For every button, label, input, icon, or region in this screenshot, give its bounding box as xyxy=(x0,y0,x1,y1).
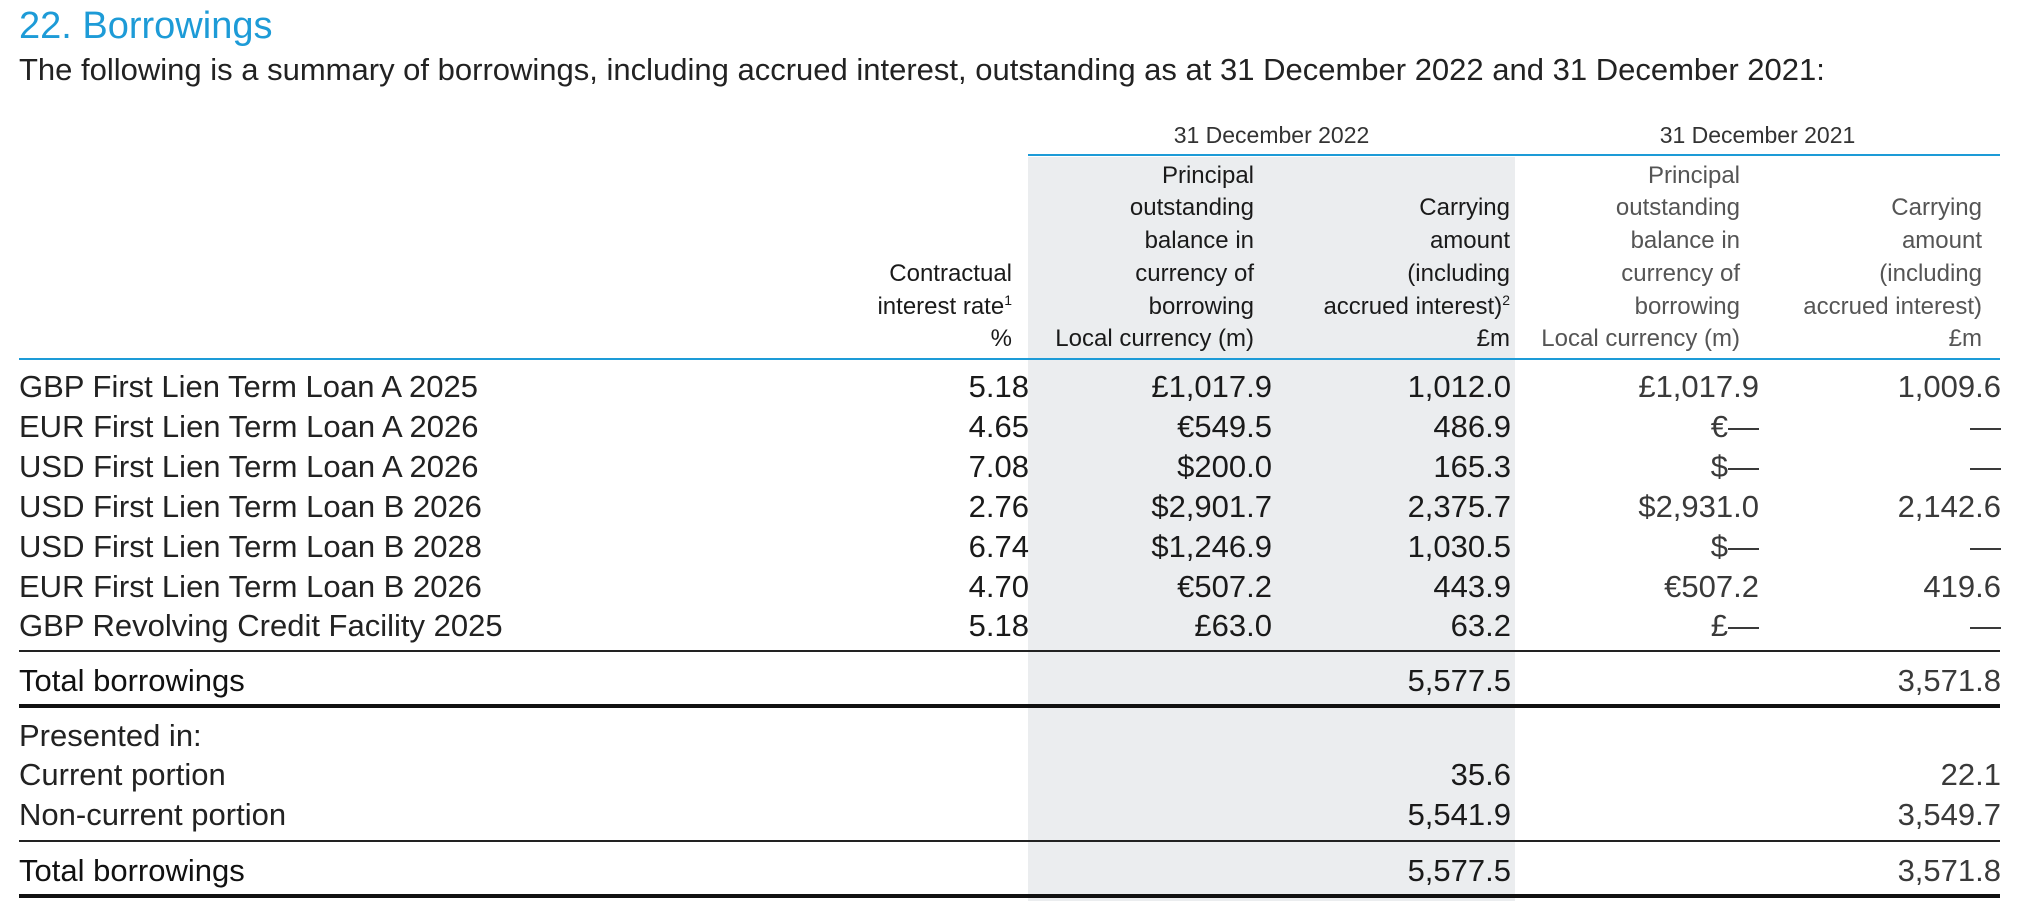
carrying-2021-value: — xyxy=(1970,529,2001,564)
interest-rate-value: 4.70 xyxy=(968,569,1029,604)
carrying-2022-value: 486.9 xyxy=(1433,409,1511,444)
table-row: EUR First Lien Term Loan B 2026 4.70 €50… xyxy=(19,567,2001,607)
period-header-2021: 31 December 2021 xyxy=(1659,122,1856,148)
total-carrying-2022: 5,577.5 xyxy=(1407,663,1511,698)
subtotal-top-rule xyxy=(19,650,2000,652)
carrying-2022-value: 165.3 xyxy=(1433,449,1511,484)
carrying-2021-value: 1,009.6 xyxy=(1897,369,2001,404)
total-carrying-2022: 5,577.5 xyxy=(1407,853,1511,888)
presented-in-heading-row: Presented in: xyxy=(19,716,2000,756)
carrying-2022-value: 35.6 xyxy=(1450,757,1511,792)
column-header-principal-2022: Principal outstanding balance in currenc… xyxy=(1055,161,1254,353)
current-year-column-shading xyxy=(1028,157,1515,901)
carrying-2022-value: 1,012.0 xyxy=(1407,369,1511,404)
carrying-2022-value: 2,375.7 xyxy=(1407,489,1511,524)
carrying-2021-value: 2,142.6 xyxy=(1897,489,2001,524)
row-label: USD First Lien Term Loan A 2026 xyxy=(19,449,479,484)
intro-text: The following is a summary of borrowings… xyxy=(19,52,1825,87)
table-row: USD First Lien Term Loan B 2026 2.76 $2,… xyxy=(19,487,2001,527)
column-header-carrying-2021: Carrying amount (including accrued inter… xyxy=(1803,194,1982,353)
total-label: Total borrowings xyxy=(19,853,245,888)
row-label: USD First Lien Term Loan B 2026 xyxy=(19,489,482,524)
carrying-2022-value: 443.9 xyxy=(1433,569,1511,604)
footnote-marker: 2 xyxy=(1502,291,1510,308)
carrying-2022-value: 63.2 xyxy=(1450,608,1511,643)
total-bottom-rule xyxy=(19,704,2000,708)
carrying-2022-value: 5,541.9 xyxy=(1407,797,1511,832)
principal-2022-value: £63.0 xyxy=(1194,608,1272,643)
interest-rate-value: 4.65 xyxy=(968,409,1029,444)
principal-2022-value: €507.2 xyxy=(1177,569,1272,604)
principal-2021-value: £— xyxy=(1710,608,1759,643)
table-row: GBP Revolving Credit Facility 2025 5.18 … xyxy=(19,606,2001,646)
header-rule xyxy=(19,358,2000,360)
principal-2021-value: $— xyxy=(1710,449,1759,484)
table-row: USD First Lien Term Loan B 2028 6.74 $1,… xyxy=(19,527,2001,567)
total-bottom-rule xyxy=(19,894,2000,898)
interest-rate-value: 5.18 xyxy=(968,608,1029,643)
principal-2022-value: $200.0 xyxy=(1177,449,1272,484)
principal-2021-value: $2,931.0 xyxy=(1638,489,1759,524)
row-label: Current portion xyxy=(19,757,226,792)
interest-rate-value: 7.08 xyxy=(968,449,1029,484)
carrying-2021-value: 3,549.7 xyxy=(1897,797,2001,832)
carrying-2021-value: — xyxy=(1970,608,2001,643)
section-title: 22. Borrowings xyxy=(19,5,273,47)
principal-2022-value: $1,246.9 xyxy=(1151,529,1272,564)
carrying-2021-value: 22.1 xyxy=(1940,757,2001,792)
subtotal-top-rule xyxy=(19,840,2000,842)
column-header-carrying-2022: Carrying amount (including accrued inter… xyxy=(1323,194,1510,353)
table-row: GBP First Lien Term Loan A 2025 5.18 £1,… xyxy=(19,367,2001,407)
carrying-2021-value: — xyxy=(1970,449,2001,484)
row-label: EUR First Lien Term Loan B 2026 xyxy=(19,569,482,604)
column-header-principal-2021: Principal outstanding balance in currenc… xyxy=(1541,161,1740,353)
row-label: EUR First Lien Term Loan A 2026 xyxy=(19,409,479,444)
principal-2021-value: €— xyxy=(1710,409,1759,444)
total-row: Total borrowings 5,577.5 3,571.8 xyxy=(19,661,2001,701)
presented-in-heading: Presented in: xyxy=(19,718,202,753)
total-carrying-2021: 3,571.8 xyxy=(1897,853,2001,888)
principal-2022-value: £1,017.9 xyxy=(1151,369,1272,404)
table-row: Current portion 35.6 22.1 xyxy=(19,755,2001,795)
principal-2022-value: €549.5 xyxy=(1177,409,1272,444)
interest-rate-value: 5.18 xyxy=(968,369,1029,404)
total-row: Total borrowings 5,577.5 3,571.8 xyxy=(19,851,2001,891)
row-label: Non-current portion xyxy=(19,797,287,832)
interest-rate-value: 6.74 xyxy=(968,529,1029,564)
column-header-interest-rate: Contractual interest rate1 % xyxy=(877,259,1012,353)
row-label: GBP First Lien Term Loan A 2025 xyxy=(19,369,478,404)
principal-2022-value: $2,901.7 xyxy=(1151,489,1272,524)
period-header-2022: 31 December 2022 xyxy=(1173,122,1370,148)
principal-2021-value: €507.2 xyxy=(1664,569,1759,604)
row-label: GBP Revolving Credit Facility 2025 xyxy=(19,608,503,643)
table-row: Non-current portion 5,541.9 3,549.7 xyxy=(19,795,2001,835)
interest-rate-value: 2.76 xyxy=(968,489,1029,524)
row-label: USD First Lien Term Loan B 2028 xyxy=(19,529,482,564)
carrying-2021-value: — xyxy=(1970,409,2001,444)
period-header-rule xyxy=(1028,154,2000,156)
total-carrying-2021: 3,571.8 xyxy=(1897,663,2001,698)
table-row: EUR First Lien Term Loan A 2026 4.65 €54… xyxy=(19,407,2001,447)
table-row: USD First Lien Term Loan A 2026 7.08 $20… xyxy=(19,447,2001,487)
principal-2021-value: £1,017.9 xyxy=(1638,369,1759,404)
total-label: Total borrowings xyxy=(19,663,245,698)
principal-2021-value: $— xyxy=(1710,529,1759,564)
footnote-marker: 1 xyxy=(1004,291,1012,308)
carrying-2022-value: 1,030.5 xyxy=(1407,529,1511,564)
carrying-2021-value: 419.6 xyxy=(1923,569,2001,604)
